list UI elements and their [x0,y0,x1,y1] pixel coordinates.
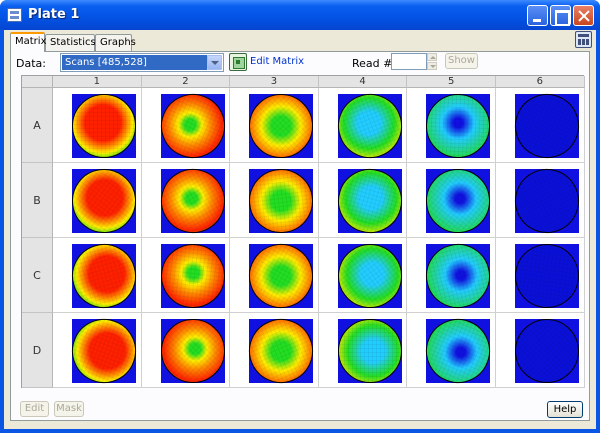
well-cell-A2[interactable] [141,84,235,168]
well-heatmap [62,309,146,393]
calculator-icon[interactable] [575,31,592,48]
well-cell-D4[interactable] [318,313,408,388]
column-header-5[interactable]: 5 [407,76,496,88]
well-heatmap [72,94,136,158]
data-select-value: Scans [485,528] [62,55,207,70]
data-select[interactable]: Scans [485,528] [60,53,224,72]
help-button[interactable]: Help [547,401,583,418]
well-cell-A6[interactable] [496,83,590,169]
read-number-input[interactable] [391,53,427,70]
well-cell-A3[interactable] [230,80,327,172]
well-cell-B4[interactable] [318,161,410,241]
edit-matrix-icon[interactable] [229,53,247,71]
well-cell-D3[interactable] [230,309,324,393]
spin-down-icon[interactable] [427,62,437,70]
window-title: Plate 1 [28,7,80,22]
read-number-spinner[interactable] [427,53,437,70]
well-cell-C5[interactable] [407,237,498,315]
tab-graphs[interactable]: Graphs [95,34,136,51]
well-heatmap [235,80,327,172]
row-header-B[interactable]: B [22,163,53,238]
column-header-6[interactable]: 6 [496,76,585,88]
column-header-2[interactable]: 2 [141,76,231,88]
well-heatmap [64,236,144,316]
column-header-3[interactable]: 3 [230,76,319,88]
title-bar[interactable]: Plate 1 [0,0,600,30]
data-label: Data: [16,57,46,70]
well-cell-C2[interactable] [141,238,231,313]
grid-corner [22,76,53,88]
well-circle [510,239,584,313]
well-cell-D1[interactable] [53,309,146,393]
well-heatmap [413,155,504,247]
well-circle [337,319,402,383]
well-heatmap [501,305,593,397]
well-cell-B5[interactable] [407,155,504,247]
column-header-4[interactable]: 4 [318,76,408,88]
row-header-C[interactable]: C [22,238,53,313]
well-cell-C1[interactable] [53,236,144,316]
show-button[interactable]: Show [445,53,478,69]
well-heatmap [150,84,235,168]
well-cell-B2[interactable] [141,157,237,245]
chevron-down-icon[interactable] [207,55,222,70]
well-circle [425,92,492,160]
tab-statistics[interactable]: Statistics [45,34,96,51]
well-cell-C3[interactable] [230,232,325,320]
window-client-area: Matrix Statistics Graphs Data: Scans [48… [4,30,596,429]
well-cell-A4[interactable] [318,84,412,168]
edit-button[interactable]: Edit [20,401,49,417]
tab-matrix[interactable]: Matrix [10,32,46,52]
row-header-A[interactable]: A [22,88,53,163]
close-button[interactable] [573,5,594,26]
column-header-1[interactable]: 1 [53,76,142,88]
well-circle [245,165,317,237]
well-cell-B6[interactable] [496,157,591,245]
well-heatmap [419,237,498,315]
read-number-label: Read #: [352,57,397,70]
well-heatmap [425,92,492,160]
well-heatmap [337,319,402,383]
well-heatmap [504,83,590,169]
well-cell-D6[interactable] [496,305,593,397]
well-cell-C6[interactable] [496,238,585,313]
well-cell-B1[interactable] [53,156,149,246]
minimize-button[interactable] [527,5,548,26]
well-circle [72,94,136,158]
well-heatmap [330,161,410,241]
well-heatmap [503,157,591,245]
well-heatmap [147,305,238,397]
mask-button[interactable]: Mask [54,401,84,417]
well-heatmap [328,84,412,168]
edit-matrix-link[interactable]: Edit Matrix [250,56,305,67]
well-cell-B3[interactable] [230,163,319,238]
row-header-D[interactable]: D [22,313,53,388]
well-heatmap [239,309,324,393]
well-cell-D5[interactable] [407,309,501,393]
well-circle [156,240,229,312]
well-cell-A1[interactable] [53,88,142,163]
well-heatmap [59,156,149,246]
spin-up-icon[interactable] [427,53,437,61]
well-heatmap [156,240,229,312]
well-heatmap [324,231,415,321]
well-heatmap [237,232,325,320]
maximize-button[interactable] [550,5,571,26]
well-heatmap [510,239,584,313]
well-heatmap [245,165,317,237]
well-cell-A5[interactable] [407,88,496,163]
well-cell-D2[interactable] [141,305,238,397]
plate-window-icon [7,8,22,22]
well-heatmap [416,309,501,393]
well-cell-C4[interactable] [318,231,415,321]
well-heatmap [148,157,237,245]
